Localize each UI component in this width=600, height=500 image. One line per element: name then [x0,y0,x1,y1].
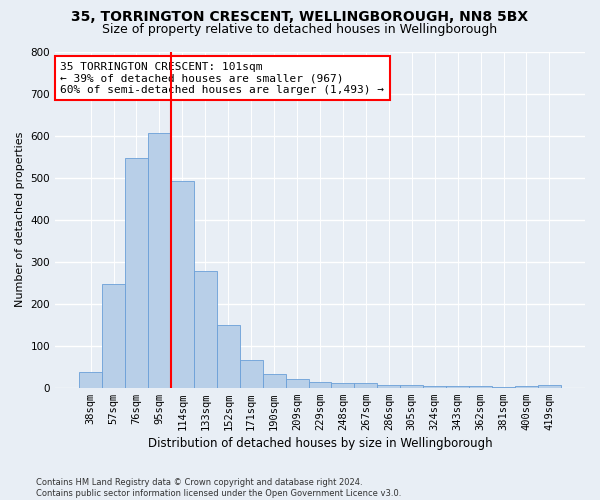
Bar [308,382,331,388]
Bar [400,385,423,388]
Bar [446,386,469,388]
Bar [148,132,171,388]
Bar [377,385,400,388]
Bar [355,384,377,388]
Bar [194,272,217,388]
Bar [240,360,263,388]
Text: Contains HM Land Registry data © Crown copyright and database right 2024.
Contai: Contains HM Land Registry data © Crown c… [36,478,401,498]
Bar [79,372,102,388]
Bar [469,386,492,388]
Bar [538,385,561,388]
Y-axis label: Number of detached properties: Number of detached properties [15,132,25,308]
Bar [171,180,194,388]
X-axis label: Distribution of detached houses by size in Wellingborough: Distribution of detached houses by size … [148,437,493,450]
Bar [515,386,538,388]
Bar [423,386,446,388]
Text: Size of property relative to detached houses in Wellingborough: Size of property relative to detached ho… [103,22,497,36]
Bar [286,380,308,388]
Text: 35 TORRINGTON CRESCENT: 101sqm
← 39% of detached houses are smaller (967)
60% of: 35 TORRINGTON CRESCENT: 101sqm ← 39% of … [61,62,385,95]
Bar [331,382,355,388]
Bar [217,326,240,388]
Bar [125,158,148,388]
Bar [263,374,286,388]
Text: 35, TORRINGTON CRESCENT, WELLINGBOROUGH, NN8 5BX: 35, TORRINGTON CRESCENT, WELLINGBOROUGH,… [71,10,529,24]
Bar [102,284,125,388]
